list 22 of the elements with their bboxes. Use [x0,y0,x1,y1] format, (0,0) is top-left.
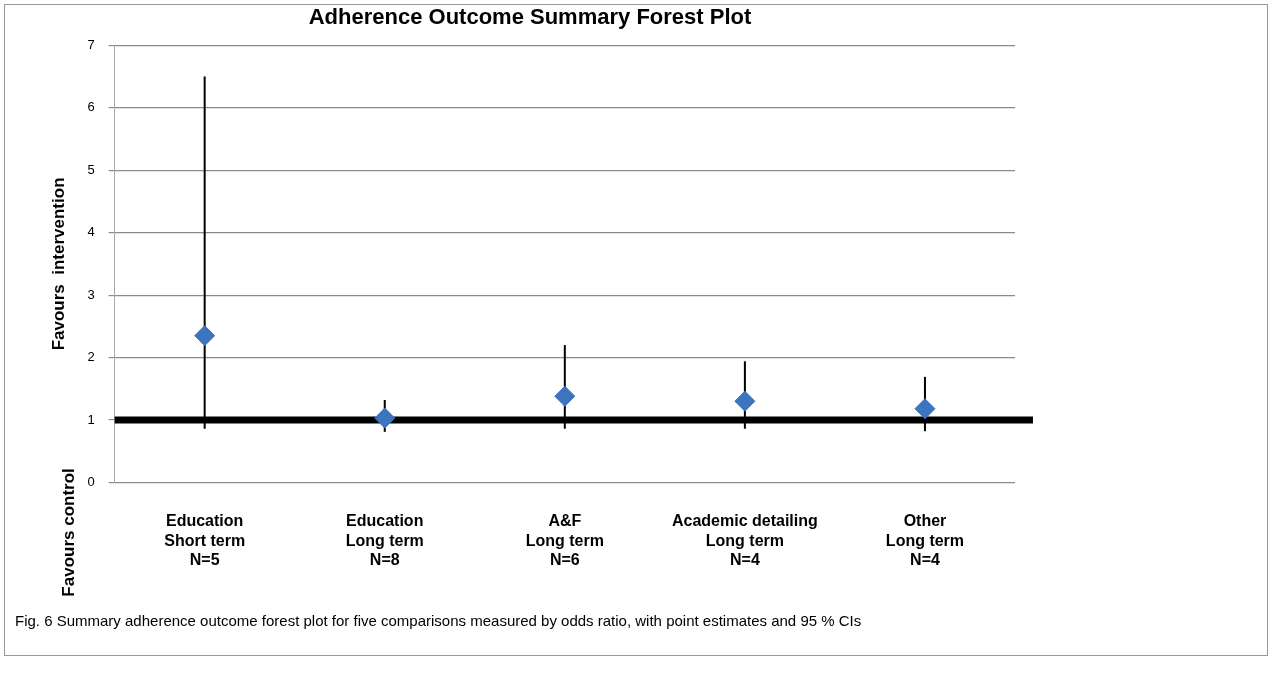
point [194,325,216,347]
x-tick-label: Other Long term N=4 [885,512,965,568]
point [374,407,396,429]
x-tick-label: Education Short term N=5 [164,512,246,568]
y-tick-label: 1 [87,411,95,427]
y-tick-label: 5 [87,161,95,177]
y-tick-label: 0 [87,473,95,489]
y-tick-label: 2 [87,349,95,365]
point [914,398,936,420]
point [734,390,756,412]
x-tick-label: A&F Long term N=6 [525,512,604,568]
caption: Fig. 6 Summary adherence outcome forest plot for five comparisons measured by odds ratio, with point estimates and 95 % CIs [14,611,863,631]
x-tick-label: Academic detailing Long term N=4 [671,512,818,568]
y-tick-label: 4 [87,224,95,240]
y-tick-label: 3 [87,286,95,302]
point [554,385,576,407]
y-tick-label: 7 [87,36,95,52]
x-tick-label: Education Long term N=8 [345,512,424,568]
y-axis-title: Favours intervention [48,177,68,351]
y-tick-label: 6 [87,99,95,115]
text: Favours control [59,468,79,597]
chart-title: Adherence Outcome Summary Forest Plot [308,4,752,30]
